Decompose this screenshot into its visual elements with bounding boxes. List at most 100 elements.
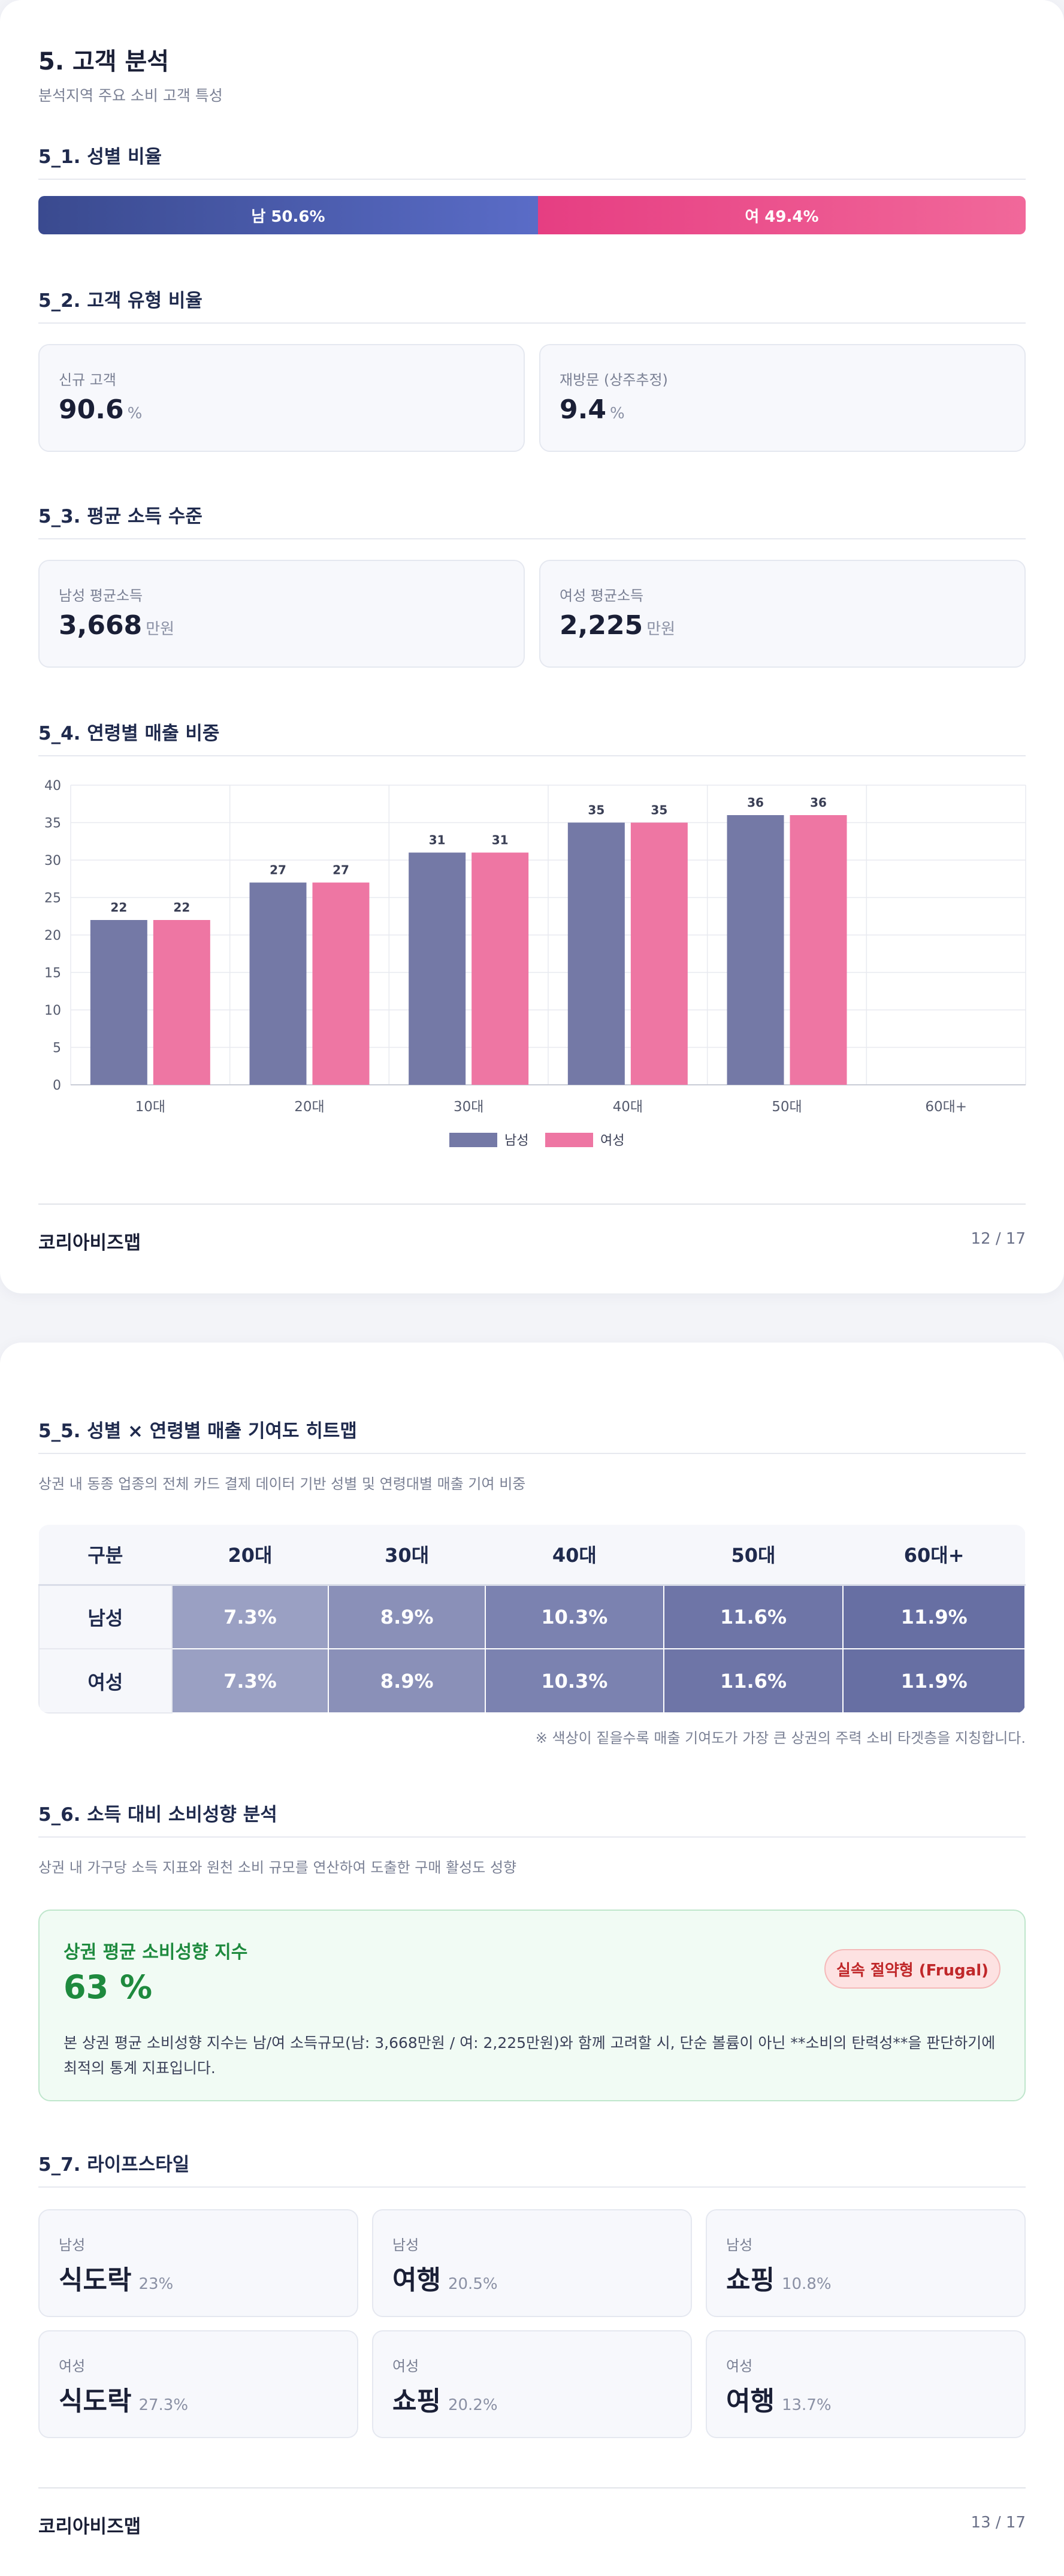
lifestyle-card: 남성 여행 20.5% [372,2209,692,2317]
page-title: 5. 고객 분석 [38,48,170,76]
lifestyle-card: 남성 식도락 23% [38,2209,358,2317]
footer-divider [38,2487,1026,2488]
stat-label: 신규 고객 [59,372,116,388]
lifestyle-name: 식도락 27.3% [59,2386,189,2417]
data-label: 35 [588,803,604,818]
lifestyle-name: 여행 13.7% [726,2386,832,2417]
spending-index-value: 63 % [64,1968,153,2006]
section-divider [38,179,1026,180]
heatmap-cell: 11.6% [663,1648,844,1714]
heatmap-header-row: 구분 20대 30대 40대 50대 60대+ [39,1525,1025,1586]
y-tick-label: 15 [44,966,61,981]
lifestyle-name: 식도락 23% [59,2265,174,2296]
y-tick-label: 25 [44,891,61,906]
lifestyle-name: 쇼핑 20.2% [392,2386,498,2417]
x-tick-label: 10대 [135,1099,165,1115]
heatmap-header-cell: 50대 [663,1525,844,1586]
data-label: 35 [651,803,667,818]
heatmap-header-cell: 40대 [485,1525,664,1586]
section-divider [38,755,1026,756]
stat-label: 재방문 (상주추정) [560,372,668,388]
section-title-lifestyle: 5_7. 라이프스타일 [38,2154,190,2176]
report-page-13: 5_5. 성별 × 연령별 매출 기여도 히트맵 상권 내 동종 업종의 전체 … [0,1343,1064,2576]
stat-value: 3,668 만원 [59,610,175,641]
bar [312,882,370,1085]
section-divider [38,1453,1026,1454]
footer-brand: 코리아비즈맵 [38,2516,141,2538]
stat-card-returning-customer: 재방문 (상주추정) 9.4% [539,344,1026,452]
gender-bar-male: 남 50.6% [38,196,538,234]
y-tick-label: 40 [44,779,61,794]
heatmap-note: ※ 색상이 짙을수록 매출 기여도가 가장 큰 상권의 주력 소비 타겟층을 지… [535,1730,1026,1747]
section-divider [38,2186,1026,2188]
section-title-heatmap: 5_5. 성별 × 연령별 매출 기여도 히트맵 [38,1420,357,1442]
heatmap-row-label: 남성 [38,1584,173,1649]
lifestyle-gender: 여성 [59,2358,86,2375]
heatmap-cell: 11.9% [842,1648,1026,1714]
lifestyle-gender: 여성 [392,2358,419,2375]
footer-divider [38,1203,1026,1205]
x-tick-label: 40대 [613,1099,643,1115]
heatmap-row-male: 남성 7.3% 8.9% 10.3% 11.6% 11.9% [38,1584,1026,1649]
heatmap-header-cell: 30대 [328,1525,486,1586]
heatmap-cell: 7.3% [171,1648,330,1714]
lifestyle-name: 쇼핑 10.8% [726,2265,832,2296]
spending-index-title: 상권 평균 소비성향 지수 [64,1942,248,1963]
spending-index-box: 상권 평균 소비성향 지수 63 % 실속 절약형 (Frugal) 본 상권 … [38,1910,1026,2101]
lifestyle-gender: 남성 [392,2237,419,2254]
bar [567,822,625,1085]
lifestyle-card: 남성 쇼핑 10.8% [706,2209,1026,2317]
page-number: 12 / 17 [971,1230,1026,1248]
heatmap-cell: 7.3% [171,1584,330,1649]
stat-value: 90.6% [59,394,143,425]
data-label: 27 [332,863,349,877]
data-label: 27 [270,863,286,877]
bar [409,852,466,1085]
section-description: 상권 내 가구당 소득 지표와 원천 소비 규모를 연산하여 도출한 구매 활성… [38,1859,517,1876]
heatmap-cell: 11.9% [842,1584,1026,1649]
stat-label: 남성 평균소득 [59,587,143,604]
lifestyle-card: 여성 식도락 27.3% [38,2330,358,2438]
report-page-12: 5. 고객 분석 분석지역 주요 소비 고객 특성 5_1. 성별 비율 남 5… [0,0,1064,1293]
section-title-gender: 5_1. 성별 비율 [38,146,162,168]
page-subtitle: 분석지역 주요 소비 고객 특성 [38,87,223,104]
age-sales-bar-chart: 0 5 10 15 20 25 30 35 40 22 22 10대 27 27 20대 31 31 30대 35 3… [44,779,1026,1148]
section-title-age-sales: 5_4. 연령별 매출 비중 [38,723,220,744]
y-tick-label: 35 [44,816,61,831]
legend-label: 남성 [504,1133,528,1148]
y-tick-label: 20 [44,928,61,943]
section-title-income: 5_3. 평균 소득 수준 [38,506,202,527]
y-tick-label: 30 [44,853,61,868]
stat-value: 2,225 만원 [560,610,676,641]
heatmap-cell: 10.3% [485,1648,664,1714]
data-label: 31 [429,833,446,847]
heatmap-cell: 8.9% [328,1584,486,1649]
stat-label: 여성 평균소득 [560,587,644,604]
bar [630,822,688,1085]
x-tick-label: 30대 [454,1099,483,1115]
legend-swatch [545,1133,593,1147]
heatmap-cell: 8.9% [328,1648,486,1714]
footer-brand: 코리아비즈맵 [38,1232,141,1254]
lifestyle-card: 여성 여행 13.7% [706,2330,1026,2438]
data-label: 22 [173,900,190,915]
bar [153,920,210,1085]
gender-bar-female: 여 49.4% [537,196,1026,234]
lifestyle-gender: 남성 [726,2237,753,2254]
legend-swatch [449,1133,497,1147]
stat-card-new-customer: 신규 고객 90.6% [38,344,525,452]
y-tick-label: 5 [53,1041,61,1056]
lifestyle-card: 여성 쇼핑 20.2% [372,2330,692,2438]
bar [90,920,147,1085]
lifestyle-gender: 남성 [59,2237,86,2254]
data-label: 22 [110,900,127,915]
stat-card-female-income: 여성 평균소득 2,225 만원 [539,560,1026,668]
x-tick-label: 60대+ [925,1099,967,1115]
x-tick-label: 20대 [294,1099,324,1115]
data-label: 36 [747,795,764,810]
bar [471,852,529,1085]
stat-value: 9.4% [560,394,625,425]
bar [727,815,784,1085]
heatmap-cell: 11.6% [663,1584,844,1649]
section-description: 상권 내 동종 업종의 전체 카드 결제 데이터 기반 성별 및 연령대별 매출… [38,1476,526,1492]
